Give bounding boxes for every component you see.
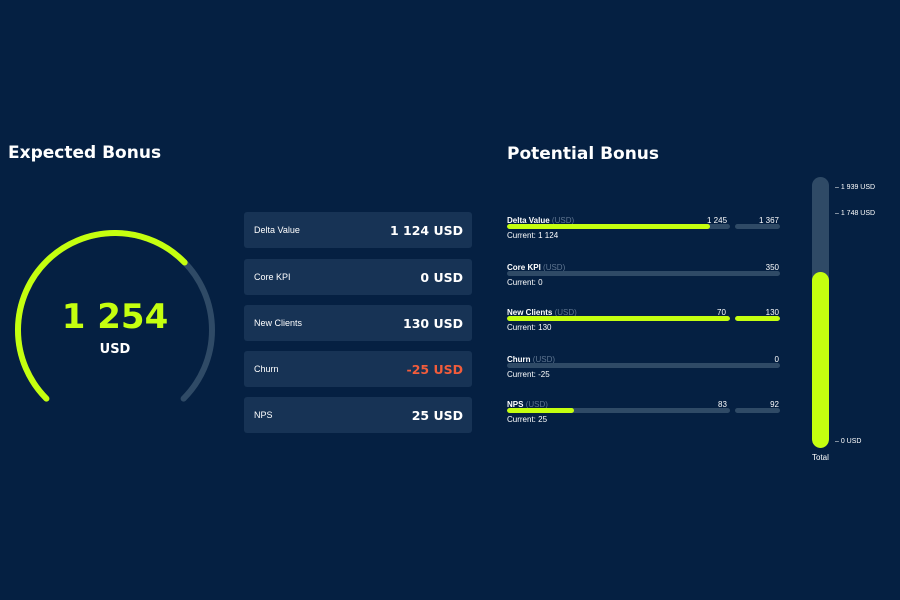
- potential-row-current: Current: 1 124: [507, 231, 559, 240]
- potential-track-main: [507, 224, 730, 229]
- expected-bonus-title: Expected Bonus: [8, 143, 162, 163]
- total-bar-track: [812, 177, 829, 448]
- kpi-label: Delta Value: [254, 225, 300, 235]
- potential-fill-main: [507, 224, 710, 229]
- potential-row-value-1: 70: [717, 308, 726, 317]
- kpi-card-nps: NPS 25 USD: [244, 397, 472, 433]
- kpi-value: 25 USD: [411, 407, 463, 423]
- expected-bonus-gauge: [15, 230, 215, 402]
- total-label: Total: [812, 453, 829, 462]
- potential-row-value-2: 350: [765, 263, 779, 272]
- kpi-value: 0 USD: [420, 269, 463, 285]
- total-tick-potential: – 1 748 USD: [835, 210, 876, 217]
- potential-row-value-1: 1 245: [707, 216, 728, 225]
- potential-row-name: NPS (USD): [507, 400, 548, 409]
- potential-row-value-2: 0: [774, 355, 779, 364]
- potential-fill-secondary: [735, 316, 780, 321]
- total-tick-zero: – 0 USD: [835, 438, 862, 445]
- gauge-unit: USD: [99, 342, 131, 357]
- kpi-card-core-kpi: Core KPI 0 USD: [244, 259, 472, 295]
- potential-bonus-title: Potential Bonus: [507, 144, 660, 164]
- kpi-value: 1 124 USD: [389, 222, 463, 238]
- kpi-label: Core KPI: [254, 272, 291, 282]
- potential-row-name: Delta Value (USD): [507, 216, 575, 225]
- kpi-value: -25 USD: [406, 361, 463, 377]
- potential-row-name: New Clients (USD): [507, 308, 577, 317]
- potential-row-name: Core KPI (USD): [507, 263, 566, 272]
- potential-row-current: Current: 25: [507, 415, 548, 424]
- potential-row-value-1: 83: [718, 400, 727, 409]
- kpi-label: Churn: [254, 364, 279, 374]
- potential-track-main: [507, 408, 730, 413]
- potential-fill-main: [507, 316, 730, 321]
- potential-row-churn: Churn (USD) 0 Current: -25: [507, 355, 780, 395]
- potential-row-current: Current: -25: [507, 370, 550, 379]
- potential-track-main: [507, 316, 730, 321]
- potential-track-main: [507, 271, 780, 276]
- total-bar-fill: [812, 271, 829, 448]
- potential-row-value-2: 130: [765, 308, 779, 317]
- gauge-value: 1 254: [61, 297, 169, 337]
- kpi-card-delta-value: Delta Value 1 124 USD: [244, 212, 472, 248]
- kpi-card-churn: Churn -25 USD: [244, 351, 472, 387]
- potential-track-secondary: [735, 316, 780, 321]
- potential-row-new-clients: New Clients (USD) 70 130 Current: 130: [507, 308, 780, 348]
- potential-track-main: [507, 363, 780, 368]
- total-tick-max: – 1 939 USD: [835, 184, 876, 191]
- kpi-label: NPS: [254, 410, 273, 420]
- potential-row-value-2: 1 367: [758, 216, 779, 225]
- potential-row-name: Churn (USD): [507, 355, 556, 364]
- gauge-fill: [15, 230, 188, 402]
- potential-row-current: Current: 130: [507, 323, 552, 332]
- potential-row-nps: NPS (USD) 83 92 Current: 25: [507, 400, 780, 440]
- potential-row-value-2: 92: [770, 400, 779, 409]
- potential-row-current: Current: 0: [507, 278, 543, 287]
- potential-row-core-kpi: Core KPI (USD) 350 Current: 0: [507, 263, 780, 303]
- potential-track-secondary: [735, 408, 780, 413]
- potential-fill-main: [507, 408, 574, 413]
- potential-row-delta-value: Delta Value (USD) 1 245 1 367 Current: 1…: [507, 216, 780, 256]
- kpi-value: 130 USD: [403, 315, 463, 331]
- potential-track-secondary: [735, 224, 780, 229]
- kpi-label: New Clients: [254, 318, 303, 328]
- kpi-card-new-clients: New Clients 130 USD: [244, 305, 472, 341]
